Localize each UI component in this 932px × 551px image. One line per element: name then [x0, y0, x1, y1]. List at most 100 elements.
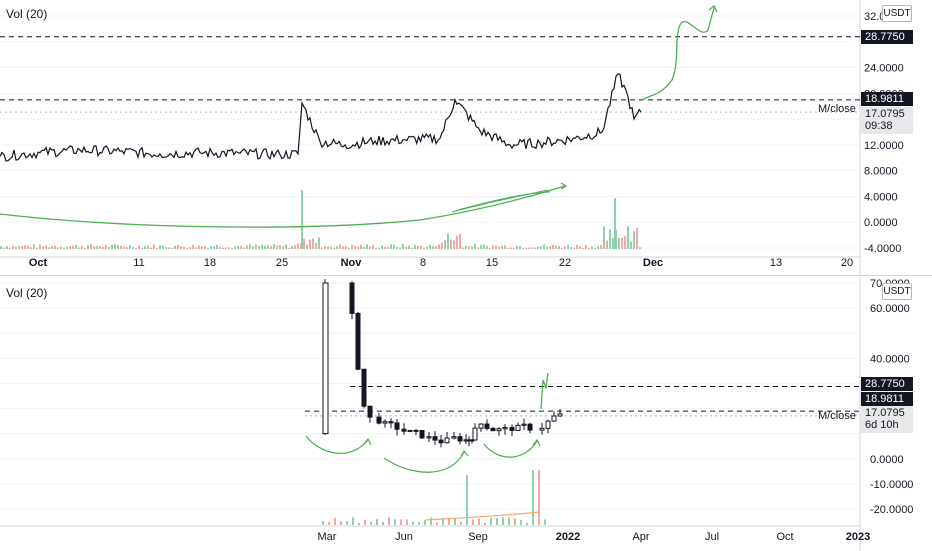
volume-bar [294, 245, 296, 249]
top-chart-canvas[interactable]: 32.000024.000020.000012.00008.00004.0000… [0, 0, 932, 275]
volume-bar [345, 246, 347, 249]
volume-bar [162, 245, 164, 249]
candlestick [457, 436, 463, 442]
volume-bar [147, 245, 149, 249]
candlestick [539, 427, 545, 431]
volume-bar [435, 246, 437, 249]
volume-bar [399, 247, 401, 249]
x-tick-label: 8 [420, 257, 426, 269]
volume-bar [195, 247, 197, 249]
projection-arrowhead [708, 4, 718, 13]
volume-bar [114, 244, 116, 249]
volume-bar [453, 240, 455, 249]
projection-arrow [540, 372, 549, 410]
volume-bar [249, 244, 251, 249]
volume-bar [426, 246, 428, 249]
y-tick-label: 4.0000 [864, 191, 898, 203]
cup-arrowhead [460, 449, 469, 457]
volume-bar [156, 247, 158, 249]
volume-bar [150, 247, 152, 249]
bottom-chart-canvas[interactable]: 70.000060.000040.000030.00000.0000-10.00… [0, 276, 932, 551]
volume-bar [520, 519, 522, 525]
volume-bar [442, 517, 444, 525]
volume-bar [366, 244, 368, 249]
volume-bar [102, 246, 104, 249]
volume-bar [6, 246, 8, 249]
volume-bar [516, 246, 518, 249]
volume-bar [498, 246, 500, 249]
volume-bar [558, 246, 560, 249]
top-chart-panel[interactable]: 32.000024.000020.000012.00008.00004.0000… [0, 0, 932, 275]
volume-bar [273, 244, 275, 249]
volume-bar [72, 245, 74, 249]
volume-bar [477, 247, 479, 249]
volume-bar [567, 244, 569, 249]
volume-bar [390, 244, 392, 249]
countdown-timer: 6d 10h [865, 419, 899, 431]
volume-bar [291, 246, 293, 249]
volume-bar [492, 245, 494, 249]
volume-bar [549, 246, 551, 249]
volume-bar [309, 239, 311, 249]
volume-bar [406, 519, 408, 525]
volume-bar [36, 247, 38, 249]
volume-bar [57, 247, 59, 249]
volume-bar [564, 246, 566, 249]
volume-bar [267, 245, 269, 249]
currency-selector-icon[interactable]: USDT [882, 5, 912, 22]
volume-bar [222, 247, 224, 249]
close-price-tag: 17.0795 09:38 [861, 107, 913, 134]
volume-spike-bar [301, 190, 303, 249]
volume-bar [87, 245, 89, 249]
x-tick-label: 25 [276, 257, 288, 269]
volume-bar [285, 244, 287, 249]
candlestick [382, 421, 388, 424]
volume-bar [621, 237, 623, 249]
volume-bar [402, 244, 404, 249]
volume-bar [594, 247, 596, 249]
volume-bar [340, 520, 342, 525]
volume-bar [228, 247, 230, 249]
volume-bar [174, 245, 176, 249]
volume-bar [129, 245, 131, 249]
volume-bar [370, 522, 372, 525]
volume-bar [534, 247, 536, 249]
volume-indicator-label[interactable]: Vol (20) [6, 286, 48, 300]
volume-bar [363, 247, 365, 249]
candlestick [484, 424, 490, 429]
volume-bar [546, 246, 548, 249]
x-tick-label: 2023 [846, 531, 870, 543]
candlestick [394, 422, 400, 430]
volume-bar [54, 245, 56, 249]
currency-selector-icon[interactable]: USDT [882, 283, 912, 300]
volume-bar [306, 244, 308, 249]
volume-bar [78, 247, 80, 249]
volume-bar [153, 244, 155, 249]
volume-bar [412, 521, 414, 525]
volume-bar [396, 246, 398, 249]
candlestick [432, 436, 438, 441]
last-price-tag: 18.9811 [861, 392, 913, 406]
volume-bar [501, 245, 503, 249]
x-tick-label: Jul [705, 531, 719, 543]
x-tick-label: 13 [770, 257, 782, 269]
volume-bar [528, 247, 530, 249]
candlestick [466, 439, 472, 442]
volume-bar [123, 246, 125, 249]
cup-arrowhead [363, 437, 372, 446]
volume-bar [69, 246, 71, 249]
volume-bar [243, 247, 245, 249]
candlestick [349, 282, 355, 314]
volume-bar [624, 236, 626, 249]
projection-arrow [641, 7, 715, 101]
volume-bar [42, 246, 44, 249]
x-tick-label: Dec [643, 257, 663, 269]
volume-bar [282, 245, 284, 249]
volume-bar [108, 246, 110, 249]
volume-indicator-label[interactable]: Vol (20) [6, 7, 48, 21]
candlestick [401, 428, 407, 432]
cup-arc-1 [305, 435, 369, 454]
bottom-chart-panel[interactable]: 70.000060.000040.000030.00000.0000-10.00… [0, 275, 932, 551]
y-tick-label: 0.0000 [870, 454, 904, 466]
volume-bar [576, 244, 578, 249]
